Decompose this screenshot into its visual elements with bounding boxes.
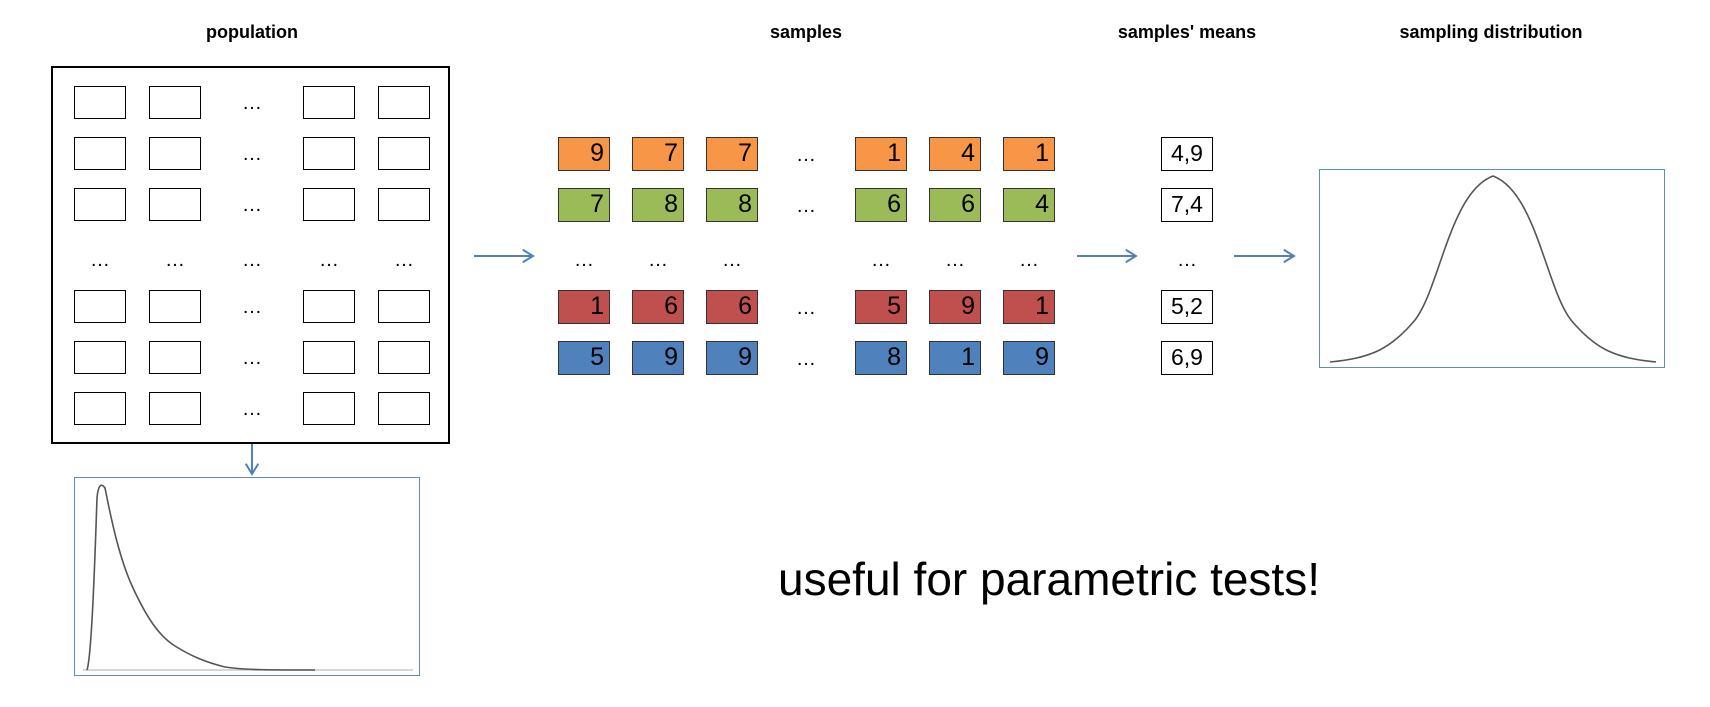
population-cell (74, 188, 126, 221)
sample-mean-box: 6,9 (1161, 341, 1213, 375)
population-ellipsis: … (394, 249, 414, 271)
skewed-distribution-curve (83, 484, 413, 671)
sample-value-box: 1 (558, 290, 610, 324)
sample-value-box: 9 (632, 341, 684, 375)
sample-row-ellipsis: … (796, 195, 816, 217)
samples-heading: samples (769, 22, 843, 42)
sample-value-box: 7 (706, 137, 758, 171)
population-heading: population (206, 22, 298, 42)
population-ellipsis: … (242, 296, 262, 318)
sample-value-box: 9 (706, 341, 758, 375)
sample-value-box: 1 (1003, 290, 1055, 324)
population-cell (149, 392, 201, 425)
population-cell (149, 188, 201, 221)
samples-ellipsis: … (945, 249, 965, 271)
sampling-distribution-plot (1319, 169, 1665, 368)
population-cell (378, 86, 430, 119)
samples-ellipsis: … (722, 249, 742, 271)
sample-mean-box: 4,9 (1161, 137, 1213, 171)
sample-value-box: 7 (558, 188, 610, 222)
samples-means-heading: samples' means (1117, 22, 1257, 42)
population-cell (378, 392, 430, 425)
population-cell (74, 86, 126, 119)
population-cell (303, 86, 355, 119)
sample-mean-box: 5,2 (1161, 290, 1213, 324)
sample-value-box: 4 (1003, 188, 1055, 222)
sample-value-box: 4 (929, 137, 981, 171)
sample-value-box: 9 (558, 137, 610, 171)
population-cell (74, 341, 126, 374)
arrow-population-to-distribution (244, 444, 260, 476)
sample-value-box: 9 (1003, 341, 1055, 375)
normal-distribution-curve (1329, 175, 1657, 363)
population-ellipsis: … (165, 249, 185, 271)
sample-value-box: 5 (558, 341, 610, 375)
arrow-samples-to-means (1077, 248, 1138, 264)
sample-value-box: 1 (855, 137, 907, 171)
population-ellipsis: … (242, 92, 262, 114)
samples-ellipsis: … (871, 249, 891, 271)
sample-value-box: 8 (706, 188, 758, 222)
population-ellipsis: … (242, 347, 262, 369)
skewed-curve (86, 484, 316, 671)
sample-value-box: 7 (632, 137, 684, 171)
sample-value-box: 1 (929, 341, 981, 375)
population-cell (149, 137, 201, 170)
sample-value-box: 6 (632, 290, 684, 324)
samples-ellipsis: … (1019, 249, 1039, 271)
population-cell (149, 341, 201, 374)
population-cell (303, 188, 355, 221)
population-frame (51, 66, 450, 444)
population-ellipsis: … (319, 249, 339, 271)
arrow-means-to-sampling-distribution (1234, 248, 1296, 264)
means-ellipsis: … (1177, 249, 1197, 271)
sample-value-box: 6 (855, 188, 907, 222)
population-cell (378, 290, 430, 323)
population-cell (74, 392, 126, 425)
population-ellipsis: … (242, 143, 262, 165)
population-ellipsis: … (90, 249, 110, 271)
population-cell (303, 137, 355, 170)
sample-row-ellipsis: … (796, 144, 816, 166)
sample-row-ellipsis: … (796, 297, 816, 319)
sample-row-ellipsis: … (796, 348, 816, 370)
arrow-population-to-samples (474, 248, 535, 264)
population-cell (378, 188, 430, 221)
population-distribution-plot (74, 477, 420, 676)
population-cell (74, 290, 126, 323)
population-cell (149, 86, 201, 119)
sample-value-box: 8 (632, 188, 684, 222)
tagline: useful for parametric tests! (778, 553, 1320, 605)
sample-value-box: 9 (929, 290, 981, 324)
population-cell (303, 341, 355, 374)
sample-value-box: 8 (855, 341, 907, 375)
sample-value-box: 6 (706, 290, 758, 324)
population-ellipsis: … (242, 194, 262, 216)
sampling-distribution-heading: sampling distribution (1399, 22, 1583, 42)
bell-curve (1329, 175, 1657, 363)
population-cell (149, 290, 201, 323)
sample-value-box: 1 (1003, 137, 1055, 171)
population-cell (303, 290, 355, 323)
sample-value-box: 5 (855, 290, 907, 324)
population-ellipsis: … (242, 398, 262, 420)
samples-ellipsis: … (648, 249, 668, 271)
sample-value-box: 6 (929, 188, 981, 222)
population-cell (303, 392, 355, 425)
population-cell (378, 341, 430, 374)
population-cell (378, 137, 430, 170)
samples-ellipsis: … (574, 249, 594, 271)
population-ellipsis: … (242, 249, 262, 271)
population-cell (74, 137, 126, 170)
sample-mean-box: 7,4 (1161, 188, 1213, 222)
